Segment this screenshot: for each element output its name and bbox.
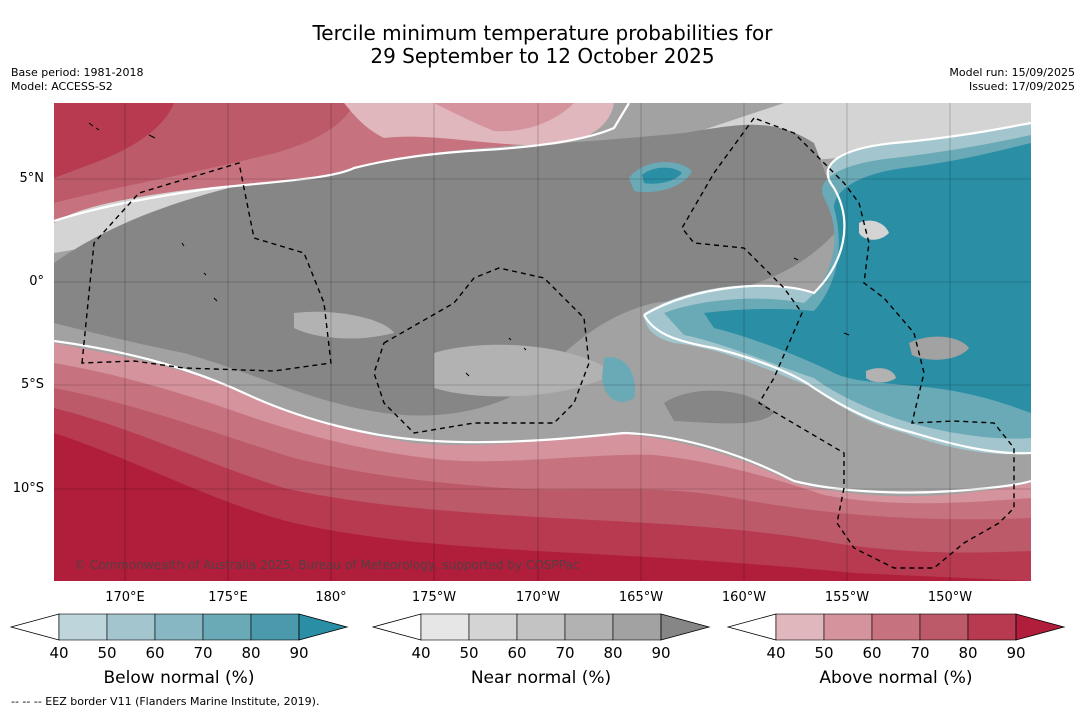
colorbar-near-normal-ticks: 40 50 60 70 80 90 xyxy=(372,644,712,664)
tick-label: 70 xyxy=(193,644,213,662)
eez-borders xyxy=(81,117,1015,569)
tick-label: 50 xyxy=(97,644,117,662)
lon-label-175e: 175°E xyxy=(208,590,248,605)
tick-label: 80 xyxy=(241,644,261,662)
tick-label: 40 xyxy=(49,644,69,662)
above-normal-south-deep xyxy=(54,433,1031,581)
model-run-text: Model run: 15/09/2025 xyxy=(949,66,1075,79)
tick-label: 60 xyxy=(862,644,882,662)
tick-label: 90 xyxy=(1006,644,1026,662)
contour-east-south xyxy=(643,314,1031,455)
map-title: Tercile minimum temperature probabilitie… xyxy=(0,22,1085,68)
meta-right: Model run: 15/09/2025 Issued: 17/09/2025 xyxy=(949,66,1075,94)
colorbar-segment xyxy=(58,613,108,641)
tick-label: 50 xyxy=(814,644,834,662)
lon-label-155w: 155°W xyxy=(824,590,870,605)
lat-label-10s: 10°S xyxy=(12,481,44,496)
gridlines xyxy=(54,103,1031,581)
tick-label: 40 xyxy=(411,644,431,662)
island-outlines xyxy=(88,122,850,377)
tick-label: 70 xyxy=(555,644,575,662)
lon-label-170w: 170°W xyxy=(515,590,561,605)
colorbar-above-normal-ticks: 40 50 60 70 80 90 xyxy=(727,644,1067,664)
lat-label-0: 0° xyxy=(29,274,44,289)
colorbar-segment xyxy=(612,613,662,641)
colorbar-above-normal-svg xyxy=(726,613,1066,641)
colorbar-segment xyxy=(468,613,518,641)
lon-label-165w: 165°W xyxy=(618,590,664,605)
colorbar-low-extension xyxy=(9,613,60,641)
colorbar-segment xyxy=(967,613,1017,641)
colorbar-segment xyxy=(250,613,300,641)
near-normal-pocket-2 xyxy=(294,311,394,339)
colorbar-below-normal-ticks: 40 50 60 70 80 90 xyxy=(10,644,350,664)
issued-text: Issued: 17/09/2025 xyxy=(968,80,1075,93)
tick-label: 50 xyxy=(459,644,479,662)
eez-footnote: -- -- -- EEZ border V11 (Flanders Marine… xyxy=(11,695,320,708)
colorbar-segment xyxy=(823,613,873,641)
below-normal-blob-south xyxy=(602,357,635,402)
near-normal-island-east-1 xyxy=(909,336,969,360)
colorbar-below-normal-svg xyxy=(9,613,349,641)
base-period-text: Base period: 1981-2018 xyxy=(11,66,144,79)
tick-label: 80 xyxy=(958,644,978,662)
near-normal-core xyxy=(54,124,844,416)
below-normal-blob-north-core xyxy=(642,167,682,184)
colorbar-near-normal-svg xyxy=(371,613,711,641)
colorbar-segment xyxy=(420,613,470,641)
colorbar-high-extension xyxy=(1015,613,1066,641)
colorbar-segment xyxy=(516,613,566,641)
tick-label: 60 xyxy=(507,644,527,662)
colorbar-high-extension xyxy=(660,613,711,641)
lon-label-160w: 160°W xyxy=(721,590,767,605)
tick-label: 90 xyxy=(651,644,671,662)
colorbar-segment xyxy=(564,613,614,641)
above-normal-north-core xyxy=(54,103,174,178)
meta-left: Base period: 1981-2018 Model: ACCESS-S2 xyxy=(11,66,143,94)
colorbar-low-extension xyxy=(371,613,422,641)
lat-label-5s: 5°S xyxy=(20,377,44,392)
near-normal-island-east-2 xyxy=(866,368,896,383)
tick-label: 60 xyxy=(145,644,165,662)
tick-label: 90 xyxy=(289,644,309,662)
near-normal-pocket-1 xyxy=(434,344,614,397)
colorbar-segment xyxy=(154,613,204,641)
colorbar-low-extension xyxy=(726,613,777,641)
colorbar-near-normal-title: Near normal (%) xyxy=(470,668,612,688)
tick-label: 70 xyxy=(910,644,930,662)
lat-label-5n: 5°N xyxy=(19,171,45,186)
near-normal-island-east-3 xyxy=(859,220,889,240)
contour-south xyxy=(54,339,1031,494)
probability-map-svg xyxy=(54,103,1031,581)
map-title-line1: Tercile minimum temperature probabilitie… xyxy=(312,21,773,45)
model-text: Model: ACCESS-S2 xyxy=(11,80,113,93)
lon-label-150w: 150°W xyxy=(927,590,973,605)
above-normal-north-pink2 xyxy=(434,103,574,132)
tick-label: 80 xyxy=(603,644,623,662)
near-normal-core-east xyxy=(664,390,774,424)
copyright-text: © Commonwealth of Australia 2025, Bureau… xyxy=(74,558,580,572)
lon-label-175w: 175°W xyxy=(411,590,457,605)
probability-map xyxy=(54,103,1031,581)
colorbar-above-normal-title: Above normal (%) xyxy=(819,668,973,688)
colorbar-below-normal-title: Below normal (%) xyxy=(103,668,255,688)
colorbar-segment xyxy=(202,613,252,641)
contour-east xyxy=(643,121,1031,316)
map-title-line2: 29 September to 12 October 2025 xyxy=(370,44,715,68)
colorbar-segment xyxy=(775,613,825,641)
tick-label: 40 xyxy=(766,644,786,662)
colorbar-near-normal xyxy=(371,612,712,642)
colorbar-segment xyxy=(106,613,156,641)
colorbar-above-normal xyxy=(726,612,1067,642)
lon-label-180: 180° xyxy=(315,590,347,605)
colorbar-high-extension xyxy=(298,613,349,641)
lon-label-170e: 170°E xyxy=(105,590,145,605)
colorbar-below-normal xyxy=(9,612,350,642)
colorbar-segment xyxy=(871,613,921,641)
contour-north xyxy=(54,103,630,223)
colorbar-segment xyxy=(919,613,969,641)
